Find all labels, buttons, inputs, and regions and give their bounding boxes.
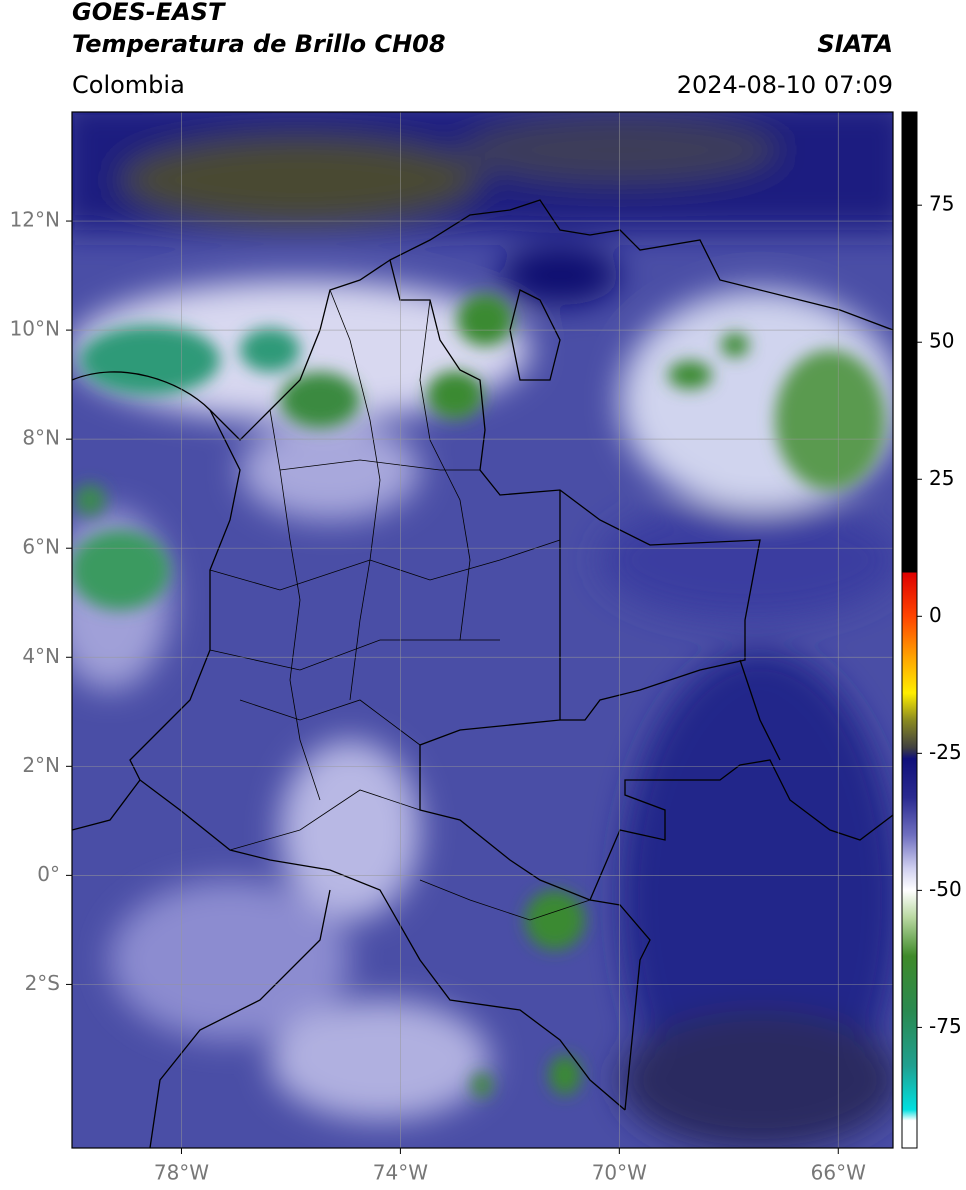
region: Colombia — [72, 71, 185, 99]
lon-tick-label: 78°W — [154, 1161, 209, 1185]
colorbar-tick-label: 25 — [929, 466, 954, 490]
lat-tick-label: 0° — [37, 862, 60, 886]
lon-tick-label: 70°W — [592, 1161, 647, 1185]
lat-tick-label: 2°S — [25, 971, 60, 995]
colorbar-tick-label: 50 — [929, 329, 954, 353]
colorbar-tick-label: 0 — [929, 603, 942, 627]
lat-tick-label: 6°N — [22, 535, 60, 559]
satellite-image — [72, 112, 893, 1148]
colorbar — [901, 111, 918, 1149]
lat-tick-label: 12°N — [10, 208, 60, 232]
graticule — [72, 112, 893, 1148]
subtitle: Temperatura de Brillo CH08 — [72, 30, 446, 58]
colorbar-tick-label: -25 — [929, 740, 962, 764]
department-borders — [209, 289, 591, 921]
lat-tick-label: 4°N — [22, 644, 60, 668]
lat-tick-label: 2°N — [22, 753, 60, 777]
title: GOES-EAST — [72, 0, 226, 26]
colorbar-tick-label: -75 — [929, 1014, 962, 1038]
lon-tick-label: 74°W — [373, 1161, 428, 1185]
source: SIATA — [817, 30, 893, 58]
map-frame — [71, 111, 894, 1149]
lat-tick-label: 10°N — [10, 317, 60, 341]
colorbar-tick-label: -50 — [929, 877, 962, 901]
lon-tick-label: 66°W — [811, 1161, 866, 1185]
colorbar-tick-label: 75 — [929, 192, 954, 216]
datetime: 2024-08-10 07:09 — [677, 71, 893, 99]
lat-tick-label: 8°N — [22, 426, 60, 450]
